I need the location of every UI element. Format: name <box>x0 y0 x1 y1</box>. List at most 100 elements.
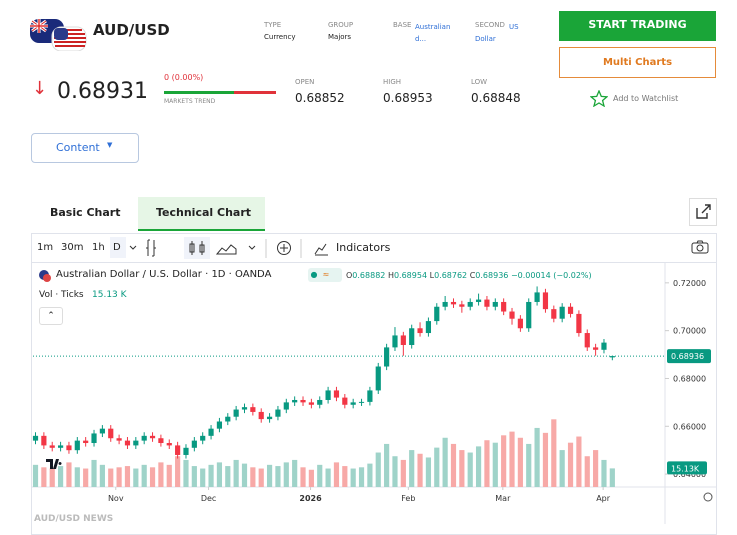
candle-body <box>266 416 273 420</box>
change: 0 (0.00%) <box>164 73 204 82</box>
interval[interactable]: 1m <box>37 242 54 253</box>
volume-bar <box>409 450 415 487</box>
star-icon[interactable] <box>590 90 608 107</box>
active-tab[interactable] <box>138 197 265 231</box>
indicators[interactable]: Indicators <box>336 241 391 254</box>
candle-body <box>392 335 398 348</box>
volume-bar <box>283 462 289 487</box>
candle-body <box>475 299 482 302</box>
volume-bar <box>358 467 365 487</box>
legend-title: Australian Dollar / U.S. Dollar · 1D · O… <box>56 269 272 280</box>
volume-bar <box>266 464 273 487</box>
candle-body <box>425 321 432 334</box>
toolbar-icons <box>129 237 328 259</box>
candle-body <box>317 399 323 405</box>
candle-body <box>116 438 122 441</box>
volume-label: Vol · Ticks <box>39 290 84 300</box>
volume-bar <box>124 466 131 487</box>
candle-body <box>492 301 498 307</box>
volume-bar <box>191 466 197 487</box>
watchlist[interactable]: Add to Watchlist <box>613 94 679 103</box>
legend-ohlc: O0.68882 H0.68954 L0.68762 C0.68936 −0.0… <box>346 271 592 280</box>
candle-body <box>66 445 72 451</box>
volume-bar <box>49 468 55 487</box>
volume-bar <box>417 453 423 487</box>
last-volume-label: 15.13K <box>671 464 700 473</box>
candle-body <box>400 335 406 345</box>
candle-body <box>601 342 607 350</box>
interval[interactable]: 1h <box>92 242 105 253</box>
high-label: HIGH <box>383 78 402 86</box>
volume-bar <box>459 450 465 487</box>
candle-body <box>108 428 114 439</box>
x-tick-label: Mar <box>495 494 511 503</box>
volume-bar <box>501 435 507 487</box>
candle-body <box>442 301 448 307</box>
volume-bar <box>200 468 206 487</box>
type: Currency <box>264 33 296 41</box>
interval[interactable]: D <box>113 242 121 253</box>
o-label: O <box>346 271 353 280</box>
volume-bar <box>216 462 223 487</box>
candle-body <box>124 440 131 446</box>
start-trading-button[interactable]: START TRADING <box>559 11 716 41</box>
candle-body <box>300 399 306 403</box>
volume-bar <box>141 464 147 487</box>
volume-bar <box>233 459 239 487</box>
candle-body <box>183 447 189 455</box>
second: US Dollar <box>475 23 519 43</box>
group-label: GROUP <box>328 21 354 29</box>
tab[interactable]: Basic Chart <box>50 206 121 219</box>
candle-body <box>241 407 248 410</box>
down-arrow: ↓ <box>32 78 48 99</box>
toolbar-divider <box>31 262 716 263</box>
volume-bar <box>475 446 482 487</box>
interval[interactable]: 30m <box>61 242 84 253</box>
last-price-tag <box>667 349 711 364</box>
candle-body <box>200 435 206 441</box>
c-value: 0.68936 <box>475 271 509 280</box>
collapse-button[interactable]: ⌃ <box>39 307 63 325</box>
candle-body <box>384 347 390 367</box>
symbol-icon <box>39 270 51 282</box>
candle-body <box>233 409 239 417</box>
volume-bar <box>300 467 306 487</box>
trend-label: MARKETS TREND <box>164 98 216 105</box>
h-label: H <box>387 271 394 280</box>
popout-button[interactable] <box>689 198 717 226</box>
candle-body <box>350 402 356 405</box>
candle-body <box>141 435 147 441</box>
candle-body <box>175 445 181 455</box>
candle-body <box>375 366 381 391</box>
candle-body <box>325 390 331 400</box>
candle-body <box>83 440 89 444</box>
candle-body <box>593 347 599 350</box>
volume-bar <box>66 462 72 487</box>
candle-body <box>609 356 615 358</box>
volume-bar <box>601 459 607 487</box>
volume-bar <box>133 468 139 487</box>
tab[interactable]: Technical Chart <box>156 206 252 219</box>
multi-charts-button[interactable]: Multi Charts <box>559 47 716 78</box>
chart: 0.64000 0.66000 0.68000 0.70000 0.72000 Nov De… <box>31 263 716 524</box>
volume-bar <box>333 462 340 487</box>
volume-bar <box>342 466 348 487</box>
volume-bar <box>308 469 314 487</box>
content-button[interactable] <box>31 133 139 163</box>
open: 0.68852 <box>295 91 345 105</box>
volume-bar <box>250 467 256 487</box>
volume-bar <box>57 466 64 487</box>
page: {"header":{"symbol":"AUD/USD","type_labe… <box>30 11 717 535</box>
x-tick-label: 2026 <box>299 494 322 503</box>
y-tick-label: 0.72000 <box>673 279 706 288</box>
volume-bar <box>567 442 574 487</box>
candle-body <box>584 333 590 348</box>
camera-icon[interactable] <box>690 239 710 255</box>
volume-bar <box>166 464 172 487</box>
second-label: SECOND <box>475 21 505 29</box>
candle-body <box>225 416 231 422</box>
market-status: ● ≈ <box>308 268 342 282</box>
candle-body <box>484 299 490 307</box>
volume-bar <box>32 464 39 487</box>
c-label: C <box>469 271 476 280</box>
